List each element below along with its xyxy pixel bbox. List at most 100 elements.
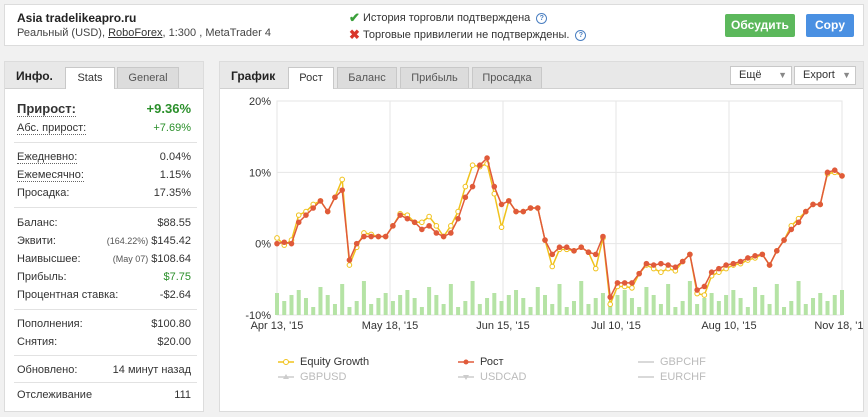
growth-point [723, 262, 729, 268]
activity-bar [405, 290, 410, 315]
export-dropdown[interactable]: Export ▼ [794, 66, 856, 85]
highest-label: Наивысшее: [17, 253, 81, 265]
activity-bar [818, 293, 823, 315]
growth-point [600, 233, 606, 240]
plot-area [276, 100, 843, 316]
growth-point [810, 201, 816, 208]
copy-button[interactable]: Copy [806, 14, 854, 37]
x-tick-label: Jul 10, '15 [591, 320, 641, 332]
activity-bar [340, 284, 345, 315]
tab-profit[interactable]: Прибыль [400, 67, 469, 88]
legend-label: GBPUSD [300, 371, 347, 383]
growth-point [607, 294, 614, 300]
activity-bar [492, 293, 497, 315]
growth-point [404, 215, 411, 222]
equity-growth-point [346, 262, 353, 268]
equity-growth-point [426, 213, 432, 220]
growth-point [448, 230, 454, 236]
tab-general[interactable]: General [117, 67, 179, 88]
growth-point [737, 258, 744, 265]
activity-bar [579, 281, 584, 315]
broker-link[interactable]: RoboForex [108, 27, 163, 39]
legend-eurchf[interactable]: EURCHF [638, 371, 706, 383]
info-panel-header: Инфо. Stats General [5, 62, 203, 89]
growth-point [426, 223, 432, 229]
growth-point [658, 260, 664, 267]
activity-bar [666, 284, 671, 315]
legend-usdcad[interactable]: USDCAD [458, 371, 526, 383]
more-label: Ещё [739, 69, 762, 81]
tab-balance[interactable]: Баланс [337, 67, 397, 88]
growth-point [614, 280, 621, 286]
activity-bar [571, 301, 576, 315]
activity-bar [782, 307, 787, 315]
growth-point [621, 280, 628, 286]
growth-point [578, 244, 585, 251]
growth-point [788, 226, 795, 233]
divider [14, 207, 197, 208]
abs-gain-value: +7.69% [153, 122, 191, 134]
more-dropdown[interactable]: Ещё ▼ [730, 66, 792, 85]
help-icon[interactable]: ? [536, 12, 548, 24]
growth-point [752, 252, 758, 259]
activity-bar [311, 307, 316, 315]
activity-bar [303, 298, 308, 315]
growth-point [802, 208, 809, 215]
gain-value: +9.36% [146, 101, 191, 116]
equity-percent: (164.22%) [106, 236, 149, 246]
growth-point [303, 212, 309, 218]
growth-point [419, 226, 425, 233]
equity-growth-point [433, 223, 440, 229]
legend-equity-growth[interactable]: Equity Growth [278, 356, 369, 368]
tab-growth[interactable]: Рост [288, 67, 334, 89]
growth-point [527, 205, 534, 211]
growth-point [484, 155, 490, 161]
updated-label: Обновлено: [17, 364, 78, 376]
growth-chart: 20% 10% 0% -10%Apr 13, '15 May 18, '15 Jun 15… [245, 96, 863, 332]
activity-bar [332, 304, 337, 315]
updated-value: 14 минут назад [112, 364, 191, 376]
activity-bar [383, 293, 388, 315]
tab-stats[interactable]: Stats [65, 67, 115, 89]
help-icon[interactable]: ? [575, 29, 587, 41]
account-header: Asia tradelikeapro.ru Реальный (USD), Ro… [4, 4, 864, 46]
growth-point [824, 169, 831, 176]
growth-point [795, 219, 802, 226]
growth-point [310, 205, 317, 211]
activity-bar [419, 307, 424, 315]
activity-bar [702, 298, 707, 315]
growth-point [477, 162, 483, 168]
growth-point [636, 270, 642, 277]
info-panel: Инфо. Stats General Прирост: +9.36% Абс.… [4, 61, 204, 412]
growth-point [549, 251, 556, 258]
activity-bar [731, 290, 736, 315]
activity-bar [456, 307, 461, 315]
legend-gbpusd[interactable]: GBPUSD [278, 371, 346, 383]
activity-bar [840, 290, 844, 315]
growth-point [650, 262, 657, 268]
activity-bar [564, 307, 569, 315]
activity-bar [644, 287, 649, 315]
legend-gbpchf[interactable]: GBPCHF [638, 356, 706, 368]
divider [14, 309, 197, 310]
growth-point [730, 260, 737, 267]
activity-bar [361, 281, 366, 315]
growth-point [563, 244, 570, 251]
tab-drawdown[interactable]: Просадка [472, 67, 542, 88]
interest-label: Процентная ставка: [17, 289, 119, 301]
equity-growth-point [339, 176, 345, 183]
activity-bar [651, 295, 656, 315]
chart-panel-header: График Рост Баланс Прибыль Просадка Ещё … [220, 62, 863, 89]
growth-point [390, 223, 396, 229]
x-tick-label: Jun 15, '15 [476, 320, 529, 332]
account-name: Asia tradelikeapro.ru [17, 11, 137, 25]
equity-growth-point [419, 219, 425, 226]
discuss-button[interactable]: Обсудить [725, 14, 795, 37]
growth-point [766, 262, 773, 268]
activity-bar [347, 307, 352, 315]
legend-growth[interactable]: Рост [458, 356, 504, 368]
growth-point [839, 173, 845, 179]
equity-growth-point [462, 183, 469, 190]
monthly-label: Ежемесячно: [17, 169, 84, 182]
activity-bar [673, 307, 678, 315]
